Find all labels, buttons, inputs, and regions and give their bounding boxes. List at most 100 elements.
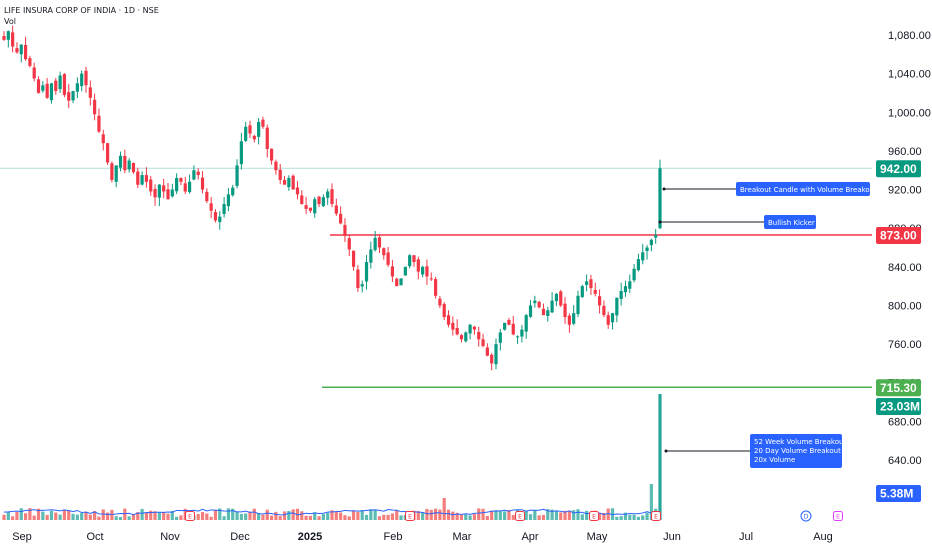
candle-body: [252, 135, 256, 140]
event-marker-circle: [800, 510, 812, 522]
candle-body: [399, 278, 403, 286]
event-marker-letter: E: [836, 514, 840, 521]
volume-bar: [62, 510, 67, 520]
volume-bar: [636, 516, 641, 520]
candle-body: [330, 189, 334, 205]
candle-body: [291, 175, 295, 190]
candle: [412, 255, 416, 267]
volume-bar: [343, 515, 347, 520]
candle-body: [295, 187, 300, 195]
candle: [170, 183, 174, 198]
candle: [183, 176, 187, 195]
volume-bar: [490, 510, 494, 520]
volume-bar: [209, 516, 213, 520]
candle: [175, 173, 179, 195]
volume-bar: [351, 510, 356, 520]
event-marker-letter: E: [408, 514, 412, 521]
x-tick-label: Aug: [813, 531, 833, 543]
volume-bar: [615, 516, 619, 520]
volume-bar: [131, 514, 136, 520]
candle-body: [390, 266, 395, 277]
volume-bar: [498, 510, 502, 520]
candle-body: [93, 99, 97, 115]
volume-bar: [166, 513, 170, 520]
candle: [67, 84, 71, 109]
volume-bar: [472, 514, 477, 520]
candle: [54, 77, 58, 95]
volume-bar: [179, 515, 183, 520]
candle: [580, 284, 584, 299]
candle-body: [71, 91, 75, 101]
candle-body: [118, 155, 123, 168]
candle: [71, 90, 75, 104]
volume-bar: [563, 510, 567, 520]
annotation-anchor: [664, 449, 668, 453]
event-marker: D: [800, 510, 812, 522]
volume-bar: [468, 515, 472, 520]
volume-bar: [550, 509, 554, 520]
candle-body: [326, 191, 330, 198]
candle-body: [265, 127, 269, 149]
volume-bar: [511, 515, 515, 520]
candle: [425, 259, 429, 285]
x-tick-label: Dec: [230, 531, 250, 543]
candle: [136, 167, 140, 188]
candle: [248, 120, 252, 139]
candle: [187, 174, 192, 194]
candle-body: [36, 79, 41, 93]
candle-body: [619, 290, 623, 299]
volume-bar: [533, 510, 537, 520]
candle: [369, 241, 373, 269]
volume-bar: [2, 514, 6, 520]
candle-body: [192, 170, 196, 180]
candle: [563, 297, 567, 324]
volume-bar: [559, 512, 563, 520]
candle: [80, 70, 84, 92]
candle: [244, 121, 248, 142]
event-marker-box: [515, 511, 525, 521]
candle-body: [144, 175, 149, 182]
candle-body: [472, 326, 477, 330]
candle: [429, 272, 433, 281]
volume-bar: [641, 515, 645, 520]
annotation-box: [750, 434, 842, 468]
candle: [386, 247, 390, 268]
volume-avg-badge-text: 5.38M: [880, 487, 913, 501]
volume-bar: [364, 514, 369, 520]
volume-bar: [15, 511, 19, 520]
candle: [269, 148, 274, 165]
candle: [559, 289, 563, 308]
volume-bars: [2, 394, 662, 520]
volume-bar: [546, 509, 550, 520]
candle-body: [494, 344, 498, 365]
volume-avg-badge: 5.38M: [876, 485, 921, 502]
volume-bar: [149, 510, 153, 520]
volume-bar: [6, 511, 10, 520]
candle-body: [19, 44, 23, 55]
candle-body: [157, 184, 161, 198]
candle: [576, 290, 580, 318]
volume-bar: [416, 511, 420, 520]
y-tick-label: 1,080.00: [888, 30, 931, 42]
event-marker-box: [651, 511, 661, 521]
candle-body: [2, 36, 6, 40]
volume-bar: [49, 510, 54, 520]
candle-body: [580, 286, 584, 298]
candle: [399, 278, 403, 286]
volume-bar: [317, 516, 321, 520]
candle-body: [498, 332, 502, 343]
candle-body: [343, 224, 347, 236]
candle: [533, 295, 537, 308]
candle: [459, 333, 464, 343]
candle: [468, 323, 472, 340]
candle-body: [149, 179, 153, 192]
candle-body: [257, 121, 261, 137]
candle: [615, 297, 619, 323]
volume-bar: [58, 514, 62, 520]
volume-bar: [265, 509, 269, 520]
candle: [537, 300, 541, 309]
x-tick-label: Oct: [86, 531, 103, 543]
last-price-badge-bg: [876, 160, 921, 178]
event-marker-letter: E: [518, 514, 522, 521]
